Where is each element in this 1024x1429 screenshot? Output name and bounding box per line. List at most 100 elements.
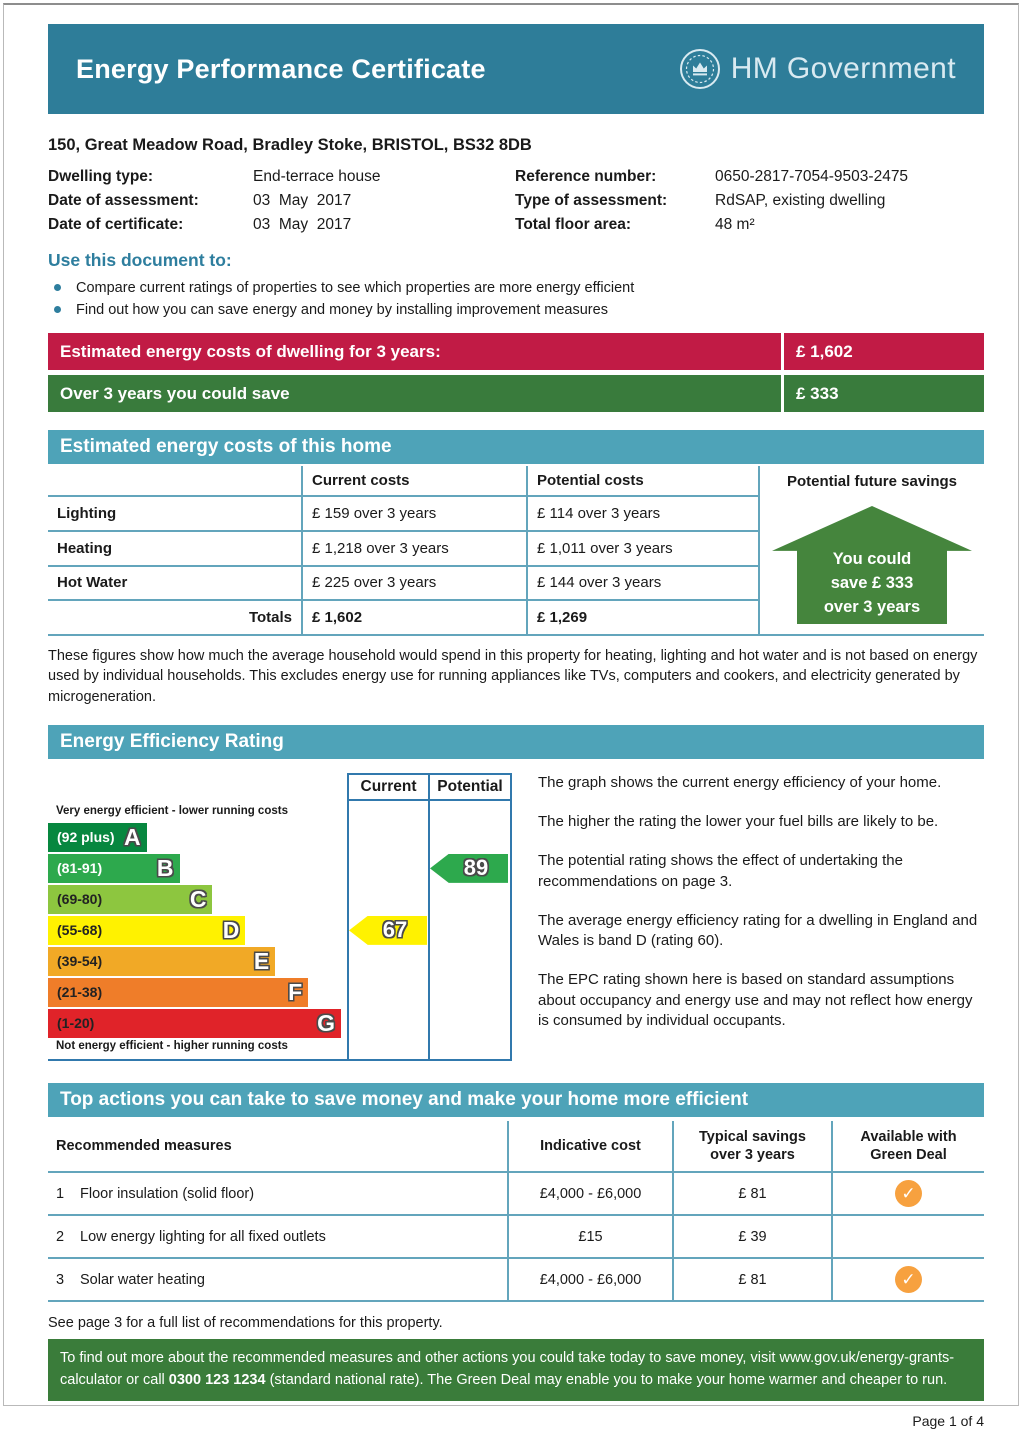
detail-value: 03 May 2017 xyxy=(253,192,352,209)
certificate-page: Energy Performance Certificate HM Govern… xyxy=(48,24,984,1429)
rating-band-d: (55-68) D xyxy=(48,915,246,945)
band-letter: F xyxy=(288,978,303,1005)
future-savings-cell: You could save £ 333 over 3 years xyxy=(758,496,984,636)
banner-value: £ 333 xyxy=(781,375,984,412)
band-letter: A xyxy=(124,823,141,850)
detail-label: Date of assessment: xyxy=(48,192,199,209)
use-document-list: Compare current ratings of properties to… xyxy=(48,280,984,318)
page-header: Energy Performance Certificate HM Govern… xyxy=(48,24,984,114)
totals-current: £ 1,602 xyxy=(301,600,527,636)
band-letter: E xyxy=(253,947,270,974)
row-label: Heating xyxy=(48,530,302,567)
royal-crest-icon xyxy=(679,49,720,89)
measure-cell: 3 Solar water heating xyxy=(48,1258,508,1303)
chart-line xyxy=(48,1058,512,1061)
table-row: 3 Solar water heating £4,000 - £6,000 £ 8… xyxy=(48,1258,984,1303)
paragraph: The potential rating shows the effect of… xyxy=(538,852,903,890)
rating-explanation: The graph shows the current energy effic… xyxy=(538,773,984,1065)
potential-cost-cell: £ 114 over 3 years xyxy=(526,496,759,532)
potential-rating-arrow: 89 xyxy=(430,853,508,883)
band-letter: G xyxy=(317,1009,336,1036)
detail-label: Total floor area: xyxy=(515,216,631,233)
row-label: Hot Water xyxy=(48,565,302,602)
summary-banners: Estimated energy costs of dwelling for 3… xyxy=(48,333,984,412)
phone-number: 0300 123 1234 xyxy=(168,1371,266,1388)
detail-value: 48 m² xyxy=(715,216,755,233)
rating-band-f: (21-38) F xyxy=(48,977,309,1007)
totals-potential: £ 1,269 xyxy=(526,600,759,636)
list-item: Compare current ratings of properties to… xyxy=(48,280,984,296)
band-range-label: (1-20) xyxy=(57,1015,95,1032)
rating-band-e: (39-54) E xyxy=(48,946,276,976)
detail-label: Date of certificate: xyxy=(48,216,184,233)
band-range-label: (81-91) xyxy=(57,860,103,877)
costs-section-header: Estimated energy costs of this home xyxy=(48,430,984,464)
hm-government-logo: HM Government xyxy=(679,48,956,90)
current-cost-cell: £ 225 over 3 years xyxy=(301,565,527,602)
green-deal-check-icon: ✓ xyxy=(895,1180,922,1208)
detail-value: End-terrace house xyxy=(253,168,381,185)
page-number: Page 1 of 4 xyxy=(912,1412,984,1429)
recommended-actions-table: Recommended measures Indicative cost Typ… xyxy=(48,1120,984,1303)
rating-band-a: (92 plus) A xyxy=(48,822,147,852)
paragraph: The higher the rating the lower your fue… xyxy=(538,813,939,831)
green-deal-info-box: To find out more about the recommended m… xyxy=(48,1339,984,1401)
rating-band-b: (81-91) B xyxy=(48,853,180,883)
current-column-header: Current xyxy=(360,777,417,795)
detail-label: Dwelling type: xyxy=(48,168,154,185)
detail-value: 0650-2817-7054-9503-2475 xyxy=(715,168,909,185)
column-header: Current costs xyxy=(301,466,527,497)
potential-cost-cell: £ 1,011 over 3 years xyxy=(526,530,759,567)
band-range-label: (92 plus) xyxy=(57,829,115,846)
column-header: Typical savings over 3 years xyxy=(672,1120,832,1174)
current-rating-arrow: 67 xyxy=(349,915,427,945)
property-details: Dwelling type: End-terrace house Referen… xyxy=(48,168,984,234)
column-header: Recommended measures xyxy=(48,1120,508,1174)
current-cost-cell: £ 159 over 3 years xyxy=(301,496,527,532)
chart-top-label: Very energy efficient - lower running co… xyxy=(56,804,288,817)
cost-cell: £4,000 - £6,000 xyxy=(507,1172,673,1217)
band-range-label: (55-68) xyxy=(57,922,103,939)
energy-cost-banner: Estimated energy costs of dwelling for 3… xyxy=(48,333,984,370)
green-deal-check-icon: ✓ xyxy=(895,1266,922,1294)
energy-costs-table: Current costs Potential costs Potential … xyxy=(48,466,984,636)
rating-section-header: Energy Efficiency Rating xyxy=(48,724,984,759)
chart-line xyxy=(510,772,512,1061)
band-letter: C xyxy=(189,885,207,912)
column-header: Potential costs xyxy=(526,466,759,497)
band-letter: D xyxy=(222,916,240,943)
table-row: 2 Low energy lighting for all fixed outle… xyxy=(48,1215,984,1260)
totals-label: Totals xyxy=(48,600,302,636)
logo-text: HM Government xyxy=(730,52,956,85)
column-header: Indicative cost xyxy=(507,1120,673,1174)
use-document-heading: Use this document to: xyxy=(48,250,232,270)
cost-cell: £4,000 - £6,000 xyxy=(507,1258,673,1303)
band-range-label: (21-38) xyxy=(57,984,103,1001)
banner-label: Estimated energy costs of dwelling for 3… xyxy=(60,341,441,361)
detail-value: RdSAP, existing dwelling xyxy=(715,192,886,209)
chart-bottom-label: Not energy efficient - higher running co… xyxy=(56,1039,288,1052)
column-header: Available with Green Deal xyxy=(831,1120,984,1174)
energy-rating-chart: Current Potential Very energy efficient … xyxy=(48,772,512,1065)
detail-label: Reference number: xyxy=(515,168,657,185)
rating-bands: (92 plus) A (81-91) B (69-80) C (55-68) D (39-54… xyxy=(48,822,347,1040)
savings-cell: £ 39 xyxy=(672,1215,832,1260)
actions-section-header: Top actions you can take to save money a… xyxy=(48,1082,984,1117)
potential-cost-cell: £ 144 over 3 years xyxy=(526,565,759,602)
paragraph: The EPC rating shown here is based on st… xyxy=(538,971,973,1029)
column-header: Potential future savings xyxy=(758,466,984,496)
savings-cell: £ 81 xyxy=(672,1258,832,1303)
chart-line xyxy=(347,772,349,1061)
see-page-note: See page 3 for a full list of recommenda… xyxy=(48,1315,443,1332)
banner-value: £ 1,602 xyxy=(781,333,984,370)
detail-label: Type of assessment: xyxy=(515,192,668,209)
list-item: Find out how you can save energy and mon… xyxy=(48,302,984,318)
cost-cell: £15 xyxy=(507,1215,673,1260)
measure-cell: 2 Low energy lighting for all fixed outle… xyxy=(48,1215,508,1260)
savings-banner: Over 3 years you could save £ 333 xyxy=(48,375,984,412)
table-row: 1 Floor insulation (solid floor) £4,000 -… xyxy=(48,1172,984,1217)
rating-section-body: Current Potential Very energy efficient … xyxy=(48,772,984,1065)
band-range-label: (39-54) xyxy=(57,953,103,970)
rating-band-g: (1-20) G xyxy=(48,1008,342,1038)
paragraph: The average energy efficiency rating for… xyxy=(538,911,978,950)
